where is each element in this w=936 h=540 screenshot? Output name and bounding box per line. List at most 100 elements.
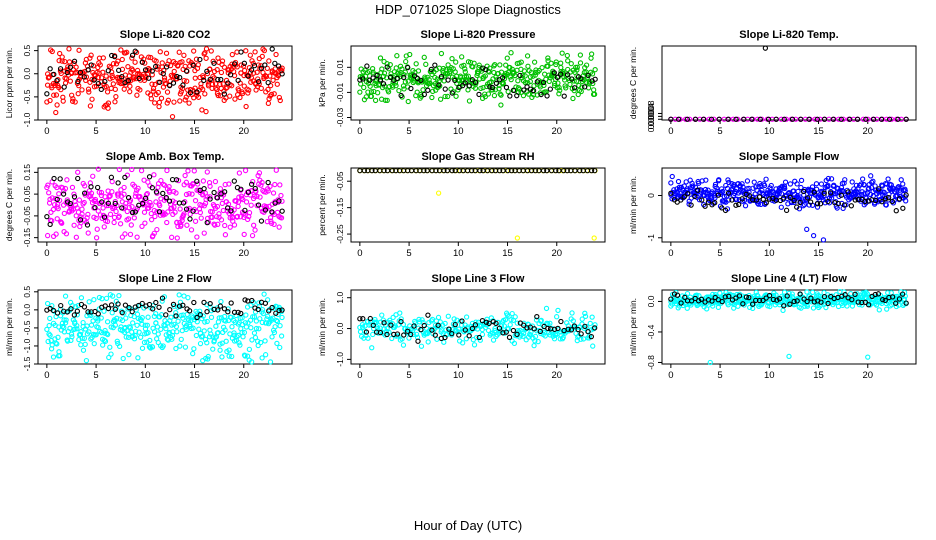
data-point [797, 199, 803, 206]
data-point [57, 176, 63, 182]
data-point [223, 85, 229, 91]
data-point [209, 209, 215, 215]
data-point [183, 206, 190, 212]
data-point [112, 306, 118, 312]
data-point [219, 354, 225, 360]
data-point [705, 187, 711, 193]
data-point [275, 63, 282, 69]
data-point [357, 89, 363, 95]
data-point [369, 167, 375, 174]
series-2 [357, 62, 598, 99]
data-point [575, 326, 581, 333]
data-point [689, 180, 695, 187]
data-point [157, 49, 163, 55]
data-point [276, 307, 282, 314]
data-point [270, 77, 276, 83]
data-point [226, 347, 232, 353]
data-point [878, 116, 885, 122]
data-point [479, 331, 486, 338]
data-point [129, 67, 136, 73]
data-point [588, 167, 595, 174]
data-point [675, 178, 682, 185]
data-point [767, 303, 773, 310]
data-point [226, 353, 232, 359]
data-point [870, 116, 877, 122]
data-point [486, 320, 492, 326]
data-point [209, 81, 216, 87]
data-point [899, 291, 906, 297]
series-1 [44, 291, 285, 365]
data-point [145, 330, 151, 336]
data-point [530, 87, 537, 94]
data-point [223, 77, 230, 84]
data-point [133, 75, 139, 82]
data-point [821, 190, 827, 196]
data-point [164, 167, 170, 174]
data-point [122, 174, 128, 181]
data-point [89, 76, 95, 83]
data-point [445, 77, 451, 83]
data-point [148, 217, 155, 223]
data-point [361, 167, 367, 174]
data-point [277, 182, 283, 188]
data-point [418, 343, 425, 349]
x-tick-label: 0 [668, 126, 673, 137]
data-point [442, 93, 448, 100]
data-point [453, 59, 459, 65]
data-point [197, 56, 203, 63]
data-point [577, 167, 583, 174]
data-point [449, 167, 455, 174]
data-point [374, 72, 380, 79]
data-point [551, 326, 558, 332]
data-point [270, 190, 277, 196]
data-point [238, 310, 244, 317]
data-point [114, 315, 120, 321]
data-point [726, 197, 732, 203]
data-point [122, 231, 128, 237]
x-tick-label: 5 [406, 248, 411, 259]
data-point [514, 320, 520, 326]
data-point [715, 192, 722, 198]
data-point [100, 69, 106, 75]
data-point [564, 167, 570, 174]
data-point [109, 178, 115, 185]
data-point [84, 222, 91, 228]
data-point [436, 82, 442, 88]
data-point [821, 293, 828, 300]
data-point [201, 328, 207, 334]
x-tick-label: 15 [502, 126, 513, 137]
data-point [188, 227, 195, 233]
data-point [554, 74, 561, 80]
data-point [105, 68, 111, 74]
x-tick-label: 20 [551, 248, 562, 259]
data-point [377, 329, 384, 336]
data-point [71, 194, 78, 200]
data-point [463, 314, 470, 320]
data-point [203, 46, 210, 52]
data-point [207, 194, 213, 200]
data-point [251, 314, 258, 320]
y-axis-label: ml/min per min. [317, 298, 327, 356]
data-point [520, 72, 526, 78]
data-point [492, 328, 498, 334]
data-point [269, 46, 275, 52]
data-point [190, 62, 196, 68]
data-point [466, 83, 472, 89]
data-point [272, 60, 278, 67]
data-point [510, 87, 517, 93]
data-point [134, 234, 140, 240]
data-point [200, 74, 207, 81]
data-point [125, 216, 132, 222]
data-point [185, 168, 191, 174]
data-point [782, 179, 789, 185]
y-tick-label: -1.5 [22, 356, 32, 371]
data-point [719, 205, 725, 211]
data-point [194, 234, 200, 240]
data-point [883, 202, 889, 208]
data-point [407, 51, 413, 58]
data-point [262, 207, 269, 213]
y-tick-label: 0 [646, 193, 656, 198]
data-point [876, 186, 882, 192]
data-point [804, 289, 810, 295]
data-point [794, 298, 800, 304]
